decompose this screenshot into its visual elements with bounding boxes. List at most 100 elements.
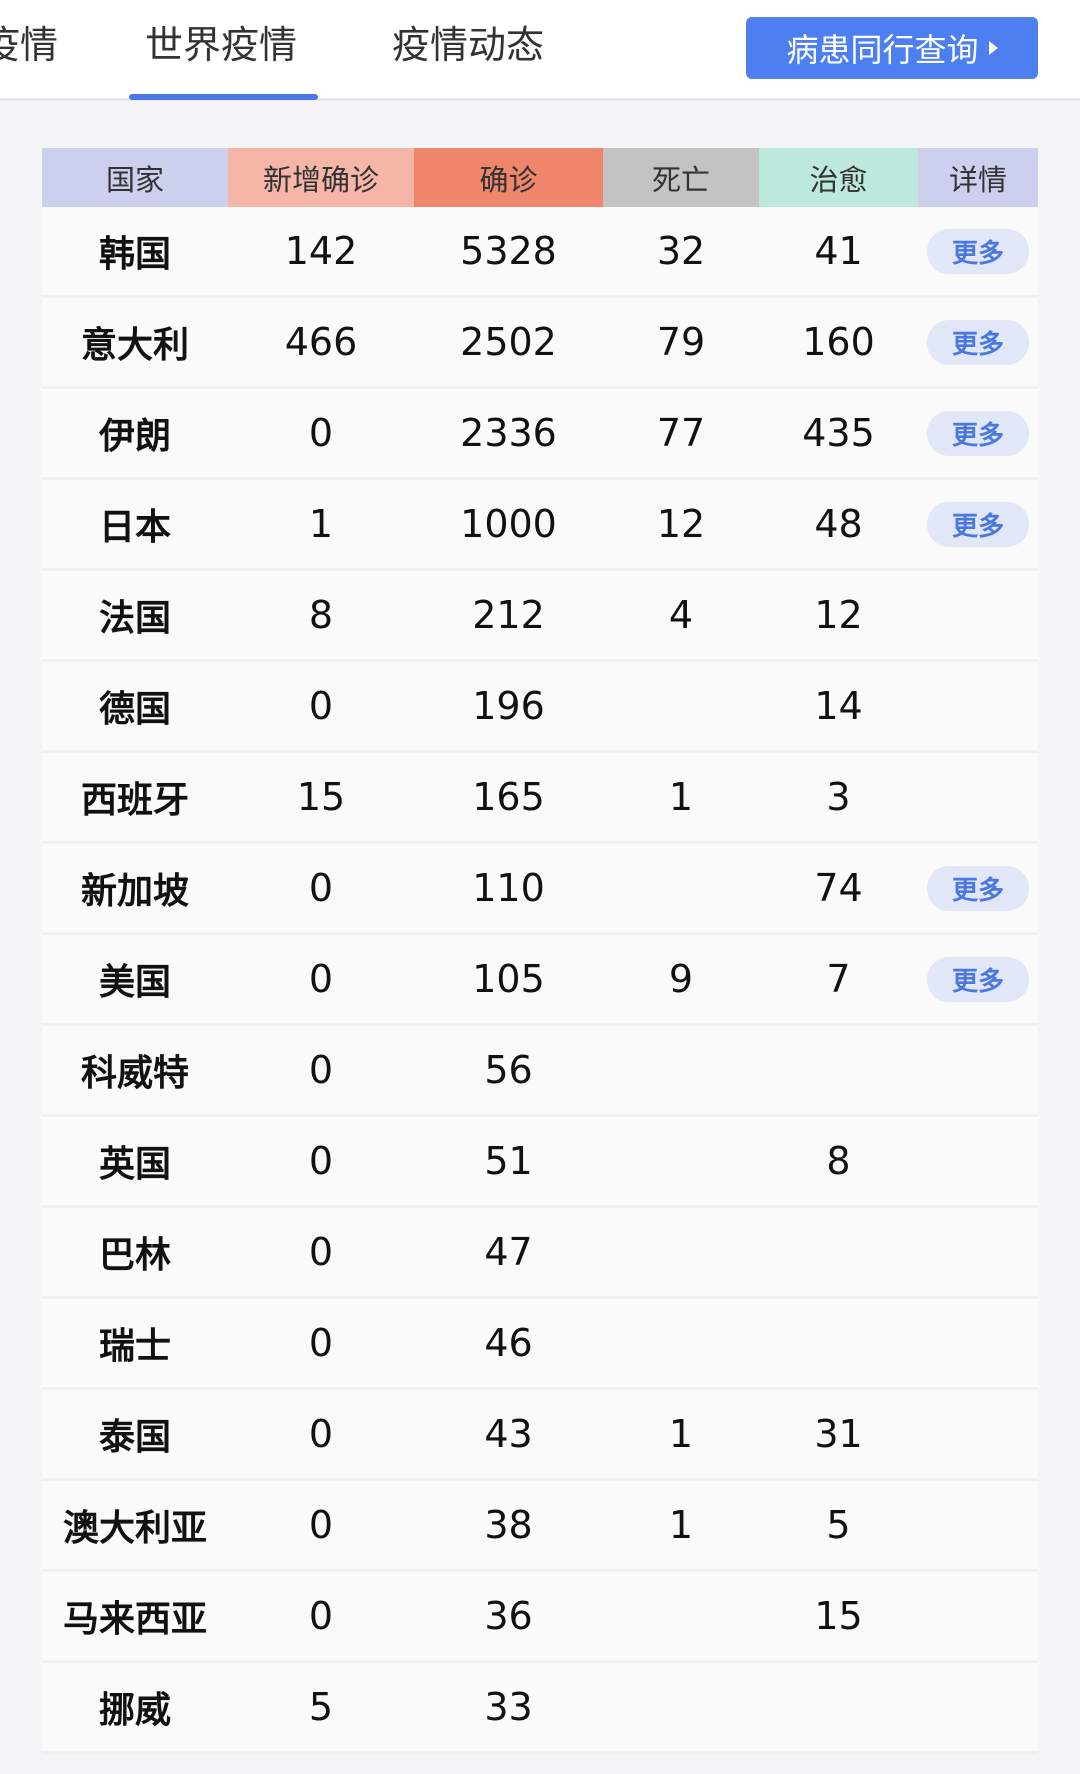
table-row: 瑞士 0 46 [42, 1299, 1038, 1390]
new-cases-cell: 0 [308, 1503, 334, 1547]
country-cell: 韩国 [98, 234, 171, 275]
detail-cell [918, 571, 1038, 659]
table-row: 伊朗 0 2336 77 435 更多 [42, 389, 1038, 480]
table-row: 科威特 0 56 [42, 1026, 1038, 1117]
country-cell: 新加坡 [80, 871, 189, 912]
country-cell: 意大利 [80, 325, 189, 366]
new-cases-cell: 0 [308, 684, 334, 728]
table-row: 泰国 0 43 1 31 [42, 1390, 1038, 1481]
more-button[interactable]: 更多 [927, 501, 1029, 547]
table-row: 美国 0 105 9 7 更多 [42, 935, 1038, 1026]
new-cases-cell: 0 [308, 411, 334, 455]
confirmed-cell: 33 [484, 1685, 533, 1729]
table-row: 意大利 466 2502 79 160 更多 [42, 298, 1038, 389]
deaths-cell [603, 1299, 759, 1387]
more-button[interactable]: 更多 [927, 865, 1029, 911]
cured-cell [759, 1208, 918, 1296]
table-header: 国家 新增确诊 确诊 死亡 治愈 详情 [42, 148, 1038, 207]
table-row: 澳大利亚 0 38 1 5 [42, 1481, 1038, 1572]
new-cases-cell: 466 [284, 320, 358, 364]
confirmed-cell: 2336 [460, 411, 557, 455]
confirmed-cell: 110 [472, 866, 545, 910]
country-cell: 德国 [98, 689, 171, 730]
confirmed-cell: 165 [472, 775, 545, 819]
confirmed-cell: 47 [484, 1230, 533, 1274]
new-cases-cell: 0 [308, 1139, 334, 1183]
cured-cell: 15 [814, 1594, 863, 1638]
deaths-cell: 32 [656, 229, 706, 273]
deaths-cell [603, 1663, 759, 1751]
detail-cell: 更多 [918, 844, 1038, 932]
deaths-cell: 9 [668, 957, 694, 1001]
header-cured: 治愈 [759, 148, 918, 207]
table-row: 挪威 5 33 [42, 1663, 1038, 1754]
detail-cell [918, 1390, 1038, 1478]
caret-right-icon [988, 41, 998, 55]
confirmed-cell: 46 [484, 1321, 533, 1365]
detail-cell [918, 1663, 1038, 1751]
deaths-cell: 1 [668, 1503, 694, 1547]
cured-cell: 41 [814, 229, 863, 273]
cured-cell: 8 [826, 1139, 851, 1183]
deaths-cell: 79 [656, 320, 706, 364]
table-row: 西班牙 15 165 1 3 [42, 753, 1038, 844]
detail-cell: 更多 [918, 207, 1038, 295]
cured-cell [759, 1299, 918, 1387]
header-new: 新增确诊 [228, 148, 414, 207]
new-cases-cell: 0 [308, 1230, 334, 1274]
deaths-cell [603, 1208, 759, 1296]
active-tab-indicator [129, 94, 318, 100]
more-button[interactable]: 更多 [927, 410, 1029, 456]
cured-cell: 31 [814, 1412, 863, 1456]
more-button[interactable]: 更多 [927, 228, 1029, 274]
deaths-cell [603, 844, 759, 932]
detail-cell [918, 1481, 1038, 1569]
confirmed-cell: 105 [472, 957, 545, 1001]
deaths-cell [603, 1572, 759, 1660]
tab-world[interactable]: 世界疫情 [145, 23, 298, 67]
new-cases-cell: 0 [308, 1594, 334, 1638]
query-button-label: 病患同行查询 [786, 31, 979, 69]
detail-cell: 更多 [918, 298, 1038, 386]
confirmed-cell: 2502 [460, 320, 557, 364]
more-button[interactable]: 更多 [927, 319, 1029, 365]
deaths-cell [603, 1117, 759, 1205]
cured-cell: 7 [826, 957, 851, 1001]
more-button[interactable]: 更多 [927, 956, 1029, 1002]
table-row: 韩国 142 5328 32 41 更多 [42, 207, 1038, 298]
tab-news[interactable]: 疫情动态 [392, 23, 545, 67]
country-cell: 瑞士 [98, 1326, 171, 1367]
deaths-cell: 4 [668, 593, 694, 637]
header-dead: 死亡 [603, 148, 759, 207]
detail-cell: 更多 [918, 935, 1038, 1023]
header-confirmed: 确诊 [414, 148, 603, 207]
country-cell: 英国 [98, 1144, 171, 1185]
confirmed-cell: 196 [472, 684, 545, 728]
detail-cell [918, 1208, 1038, 1296]
deaths-cell [603, 662, 759, 750]
tab-domestic[interactable]: 疫情 [0, 23, 59, 67]
detail-cell: 更多 [918, 389, 1038, 477]
confirmed-cell: 56 [484, 1048, 533, 1092]
table-row: 巴林 0 47 [42, 1208, 1038, 1299]
world-cases-table: 国家 新增确诊 确诊 死亡 治愈 详情 韩国 142 5328 32 41 更多 意大利 46… [42, 148, 1038, 1754]
new-cases-cell: 0 [308, 1321, 334, 1365]
detail-cell [918, 1572, 1038, 1660]
detail-cell: 更多 [918, 480, 1038, 568]
country-cell: 美国 [98, 962, 171, 1003]
detail-cell [918, 1026, 1038, 1114]
new-cases-cell: 0 [308, 957, 334, 1001]
patient-trip-query-button[interactable]: 病患同行查询 [746, 17, 1038, 79]
country-cell: 法国 [98, 598, 171, 639]
confirmed-cell: 51 [484, 1139, 533, 1183]
detail-cell [918, 662, 1038, 750]
cured-cell [759, 1026, 918, 1114]
detail-cell [918, 1299, 1038, 1387]
country-cell: 伊朗 [98, 416, 171, 457]
deaths-cell: 1 [668, 1412, 694, 1456]
cured-cell [759, 1663, 918, 1751]
country-cell: 日本 [98, 507, 171, 548]
cured-cell: 160 [802, 320, 875, 364]
new-cases-cell: 0 [308, 1048, 334, 1092]
cured-cell: 3 [826, 775, 851, 819]
